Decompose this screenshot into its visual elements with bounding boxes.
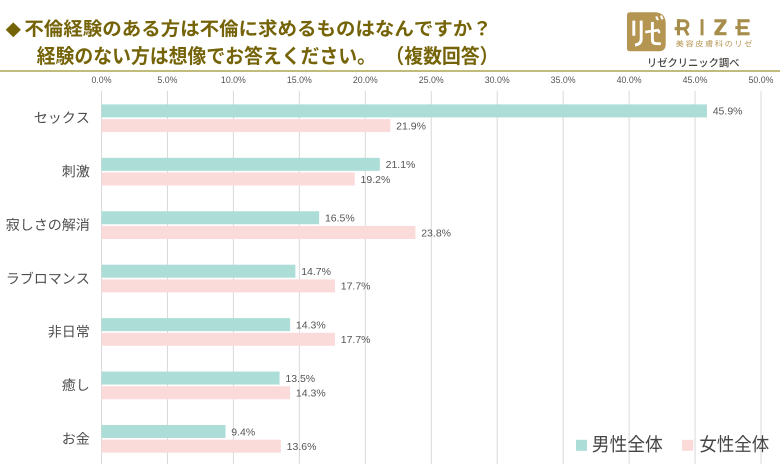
svg-text:17.7%: 17.7% [341,281,371,293]
svg-text:9.4%: 9.4% [231,426,255,438]
svg-text:0.0%: 0.0% [91,75,111,85]
svg-text:45.9%: 45.9% [713,106,743,118]
svg-text:30.0%: 30.0% [485,75,510,85]
svg-text:14.3%: 14.3% [296,319,326,331]
svg-text:10.0%: 10.0% [221,75,246,85]
svg-text:13.6%: 13.6% [287,441,317,453]
svg-text:50.0%: 50.0% [749,75,774,85]
svg-text:14.7%: 14.7% [301,266,331,278]
svg-text:23.8%: 23.8% [421,227,451,239]
svg-text:35.0%: 35.0% [551,75,576,85]
svg-text:14.3%: 14.3% [296,388,326,400]
svg-text:5.0%: 5.0% [157,75,177,85]
svg-text:19.2%: 19.2% [361,174,391,186]
svg-text:20.0%: 20.0% [353,75,378,85]
svg-text:17.7%: 17.7% [341,334,371,346]
svg-text:25.0%: 25.0% [419,75,444,85]
svg-text:40.0%: 40.0% [617,75,642,85]
svg-text:21.1%: 21.1% [386,159,416,171]
svg-text:16.5%: 16.5% [325,213,355,225]
svg-text:45.0%: 45.0% [683,75,708,85]
svg-text:21.9%: 21.9% [396,120,426,132]
svg-text:13.5%: 13.5% [285,373,315,385]
svg-text:15.0%: 15.0% [287,75,312,85]
